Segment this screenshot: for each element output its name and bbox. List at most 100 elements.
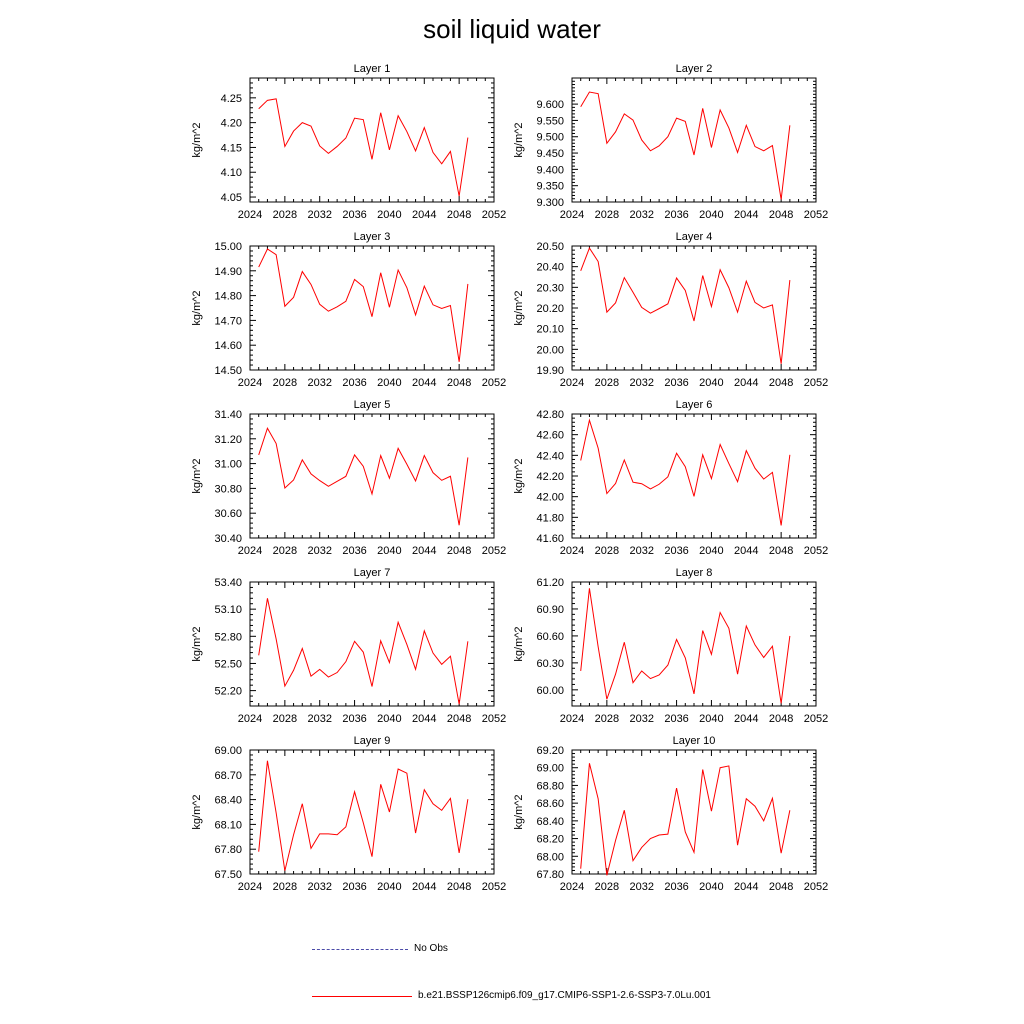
x-tick-label: 2036 <box>342 545 366 557</box>
panel-title: Layer 7 <box>354 567 391 579</box>
x-tick-label: 2044 <box>412 881 436 893</box>
x-tick-label: 2052 <box>482 881 506 893</box>
x-tick-label: 2044 <box>412 377 436 389</box>
chart-panel-5: Layer 5 kg/m^2 2024 2028 2032 2036 2040 2044 204… <box>191 399 506 557</box>
panel-title: Layer 10 <box>673 735 716 747</box>
legend-obs-line <box>312 949 408 950</box>
y-axis-label: kg/m^2 <box>191 290 203 325</box>
x-tick-label: 2032 <box>629 209 653 221</box>
plot-frame <box>571 581 817 707</box>
y-tick-label: 20.20 <box>536 303 564 315</box>
y-tick-label: 42.60 <box>536 430 564 442</box>
y-tick-label: 53.40 <box>214 577 242 589</box>
y-axis-label: kg/m^2 <box>513 794 525 829</box>
chart-panel-8: Layer 8 kg/m^2 2024 2028 2032 2036 2040 2044 204… <box>513 567 828 725</box>
series-line <box>580 763 791 876</box>
x-tick-label: 2044 <box>734 377 758 389</box>
y-axis-label: kg/m^2 <box>191 122 203 157</box>
legend-model-label: b.e21.BSSP126cmip6.f09_g17.CMIP6-SSP1-2.… <box>418 990 711 1001</box>
x-tick-label: 2036 <box>664 209 688 221</box>
x-tick-label: 2044 <box>412 713 436 725</box>
x-tick-label: 2052 <box>804 881 828 893</box>
legend-model-line <box>312 996 412 997</box>
x-tick-label: 2040 <box>377 713 401 725</box>
plot-frame <box>571 77 817 203</box>
y-tick-label: 53.10 <box>214 604 242 616</box>
y-tick-label: 68.20 <box>536 834 564 846</box>
y-tick-label: 67.80 <box>536 869 564 881</box>
x-tick-label: 2036 <box>342 713 366 725</box>
y-axis-label: kg/m^2 <box>191 626 203 661</box>
x-tick-label: 2052 <box>804 545 828 557</box>
x-tick-label: 2052 <box>482 545 506 557</box>
x-tick-label: 2028 <box>595 377 619 389</box>
plot-frame <box>571 413 817 539</box>
x-tick-label: 2040 <box>377 209 401 221</box>
x-tick-label: 2024 <box>560 881 584 893</box>
x-tick-label: 2048 <box>769 209 793 221</box>
y-tick-label: 9.400 <box>536 164 564 176</box>
x-tick-label: 2040 <box>699 209 723 221</box>
y-tick-label: 68.60 <box>536 798 564 810</box>
x-tick-label: 2044 <box>734 545 758 557</box>
chart-panel-6: Layer 6 kg/m^2 2024 2028 2032 2036 2040 2044 204… <box>513 399 828 557</box>
y-tick-label: 69.00 <box>536 763 564 775</box>
x-tick-label: 2044 <box>734 713 758 725</box>
x-tick-label: 2036 <box>664 881 688 893</box>
x-tick-label: 2036 <box>342 881 366 893</box>
chart-panel-1: Layer 1 kg/m^2 2024 2028 2032 2036 2040 2044 204… <box>191 63 506 221</box>
y-tick-label: 4.15 <box>221 142 242 154</box>
y-tick-label: 60.90 <box>536 604 564 616</box>
x-tick-label: 2028 <box>595 713 619 725</box>
y-tick-label: 68.00 <box>536 851 564 863</box>
x-tick-label: 2048 <box>447 209 471 221</box>
y-tick-label: 68.40 <box>214 795 242 807</box>
x-tick-label: 2048 <box>769 377 793 389</box>
y-tick-label: 14.80 <box>214 291 242 303</box>
y-tick-label: 68.10 <box>214 819 242 831</box>
y-axis-label: kg/m^2 <box>191 458 203 493</box>
plot-frame <box>249 77 495 203</box>
plot-frame <box>249 413 495 539</box>
y-tick-label: 67.80 <box>214 844 242 856</box>
y-tick-label: 69.00 <box>214 745 242 757</box>
x-tick-label: 2024 <box>238 713 262 725</box>
y-tick-label: 4.25 <box>221 93 242 105</box>
x-tick-label: 2044 <box>734 881 758 893</box>
series-line <box>258 427 469 526</box>
chart-panel-3: Layer 3 kg/m^2 2024 2028 2032 2036 2040 2044 204… <box>191 231 506 389</box>
y-tick-label: 4.10 <box>221 167 242 179</box>
x-tick-label: 2032 <box>629 713 653 725</box>
panel-title: Layer 9 <box>354 735 391 747</box>
x-tick-label: 2052 <box>804 713 828 725</box>
x-tick-label: 2040 <box>699 545 723 557</box>
x-tick-label: 2032 <box>629 377 653 389</box>
y-tick-label: 19.90 <box>536 365 564 377</box>
series-line <box>580 588 791 704</box>
plot-frame <box>571 749 817 875</box>
x-tick-label: 2028 <box>273 881 297 893</box>
legend-obs-label: No Obs <box>414 943 448 954</box>
y-tick-label: 4.05 <box>221 192 242 204</box>
y-tick-label: 9.450 <box>536 148 564 160</box>
chart-panel-9: Layer 9 kg/m^2 2024 2028 2032 2036 2040 2044 204… <box>191 735 506 893</box>
series-line <box>258 760 469 871</box>
x-tick-label: 2036 <box>664 377 688 389</box>
y-tick-label: 30.60 <box>214 508 242 520</box>
x-tick-label: 2028 <box>595 881 619 893</box>
x-tick-label: 2032 <box>307 377 331 389</box>
series-line <box>258 248 469 362</box>
x-tick-label: 2048 <box>447 881 471 893</box>
panel-title: Layer 4 <box>676 231 713 243</box>
y-tick-label: 42.40 <box>536 450 564 462</box>
x-tick-label: 2028 <box>595 209 619 221</box>
panel-title: Layer 6 <box>676 399 713 411</box>
x-tick-label: 2024 <box>560 209 584 221</box>
x-tick-label: 2024 <box>560 377 584 389</box>
x-tick-label: 2052 <box>804 377 828 389</box>
y-tick-label: 42.80 <box>536 409 564 421</box>
y-tick-label: 4.20 <box>221 118 242 130</box>
chart-panel-4: Layer 4 kg/m^2 2024 2028 2032 2036 2040 2044 204… <box>513 231 828 389</box>
x-tick-label: 2032 <box>629 881 653 893</box>
